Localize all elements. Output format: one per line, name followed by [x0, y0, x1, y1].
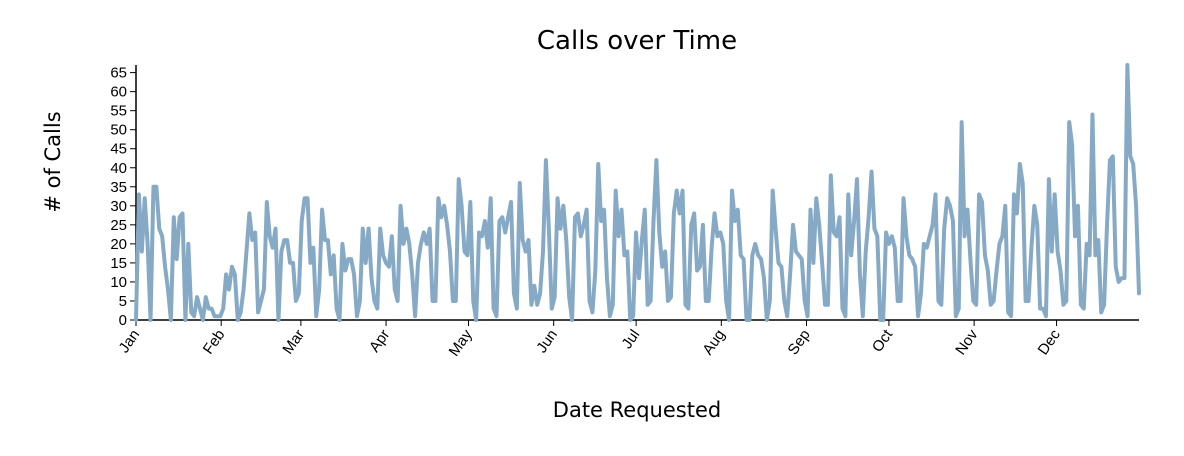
x-tick-label: Jul [618, 327, 643, 352]
x-tick-label: Feb [200, 327, 229, 358]
y-tick-label: 20 [110, 236, 127, 253]
x-tick-label: Jun [533, 327, 561, 357]
x-tick-label: Nov [952, 326, 982, 358]
y-tick-label: 60 [110, 84, 127, 101]
series-line [134, 63, 1141, 322]
y-tick-label: 15 [110, 255, 127, 272]
y-tick-label: 40 [110, 160, 127, 177]
y-tick-label: 5 [119, 293, 127, 310]
x-axis: Jan Feb Mar Apr May Jun Jul Aug Sep Oct Nov Dec [115, 319, 1139, 360]
y-tick-label: 50 [110, 122, 127, 139]
x-tick-label: Jan [115, 327, 143, 357]
y-tick-label: 45 [110, 141, 127, 158]
y-tick-label: 55 [110, 103, 127, 120]
y-tick-label: 0 [119, 312, 127, 329]
chart-title: Calls over Time [537, 26, 737, 56]
x-tick-label: Mar [279, 327, 308, 358]
x-tick-label: Dec [1035, 326, 1065, 358]
y-tick-label: 65 [110, 65, 127, 82]
x-axis-title: Date Requested [553, 398, 721, 422]
x-tick-label: May [446, 326, 476, 359]
y-tick-label: 30 [110, 198, 127, 215]
y-axis-title: # of Calls [41, 111, 65, 212]
x-tick-label: Oct [869, 326, 897, 356]
x-tick-label: Apr [366, 327, 393, 356]
x-tick-label: Sep [785, 327, 814, 359]
y-tick-label: 35 [110, 179, 127, 196]
y-tick-label: 10 [110, 274, 127, 291]
y-axis: 0 5 10 15 20 25 30 35 40 45 50 55 60 65 [110, 65, 137, 329]
x-tick-label: Aug [699, 327, 728, 359]
y-tick-label: 25 [110, 217, 127, 234]
